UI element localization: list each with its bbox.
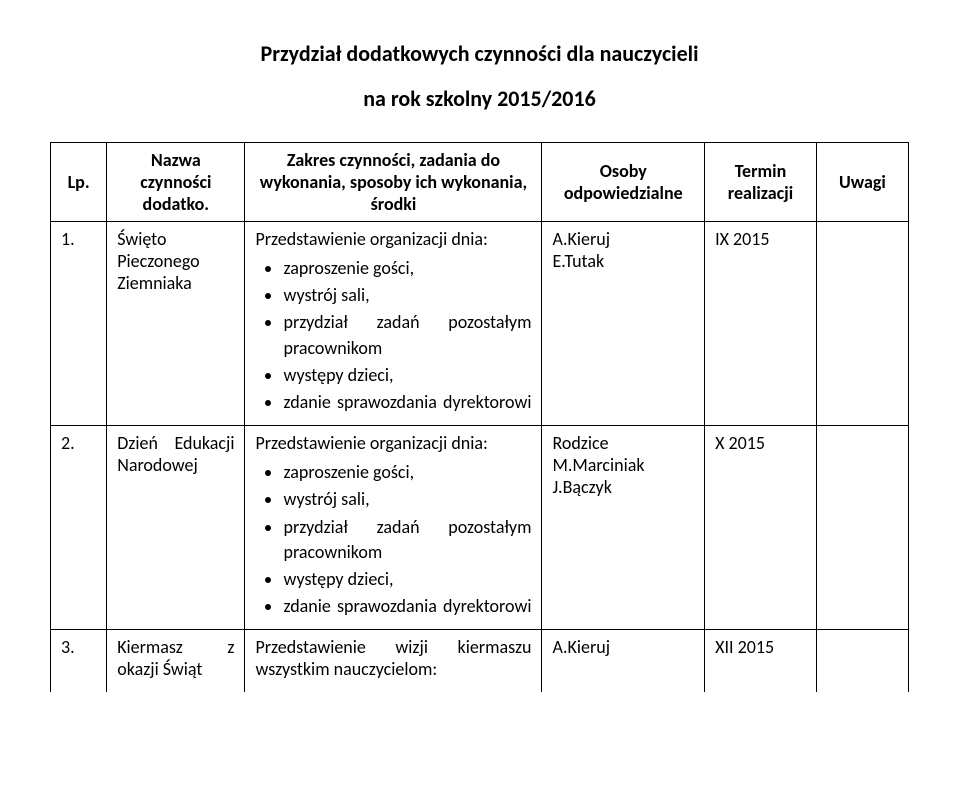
cell-scope: Przedstawienie organizacji dnia: zaprosze… <box>245 222 542 426</box>
scope-bullet: zdanie sprawozdania dyrektorowi <box>283 594 531 619</box>
page-subtitle: na rok szkolny 2015/2016 <box>50 85 909 112</box>
scope-bullet: zdanie sprawozdania dyrektorowi <box>283 390 531 415</box>
cell-resp: A.KierujE.Tutak <box>542 222 705 426</box>
header-lp: Lp. <box>51 143 107 222</box>
resp-person: A.Kieruj <box>552 228 694 250</box>
table-row: 2.Dzień Edukacji NarodowejPrzedstawienie… <box>51 426 909 630</box>
scope-bullet: zaproszenie gości, <box>283 256 531 281</box>
cell-name: Święto Pieczonego Ziemniaka <box>107 222 245 426</box>
scope-bullet: występy dzieci, <box>283 363 531 388</box>
cell-notes <box>816 426 908 630</box>
cell-lp: 3. <box>51 630 107 693</box>
scope-bullet: przydział zadań pozostałym pracownikom <box>283 310 531 360</box>
cell-name: Dzień Edukacji Narodowej <box>107 426 245 630</box>
scope-intro: Przedstawienie wizji kiermaszu wszystkim… <box>255 636 531 680</box>
resp-person: E.Tutak <box>552 250 694 272</box>
cell-scope: Przedstawienie wizji kiermaszu wszystkim… <box>245 630 542 693</box>
resp-person: A.Kieruj <box>552 636 694 658</box>
cell-resp: A.Kieruj <box>542 630 705 693</box>
cell-lp: 2. <box>51 426 107 630</box>
header-resp: Osoby odpowiedzialne <box>542 143 705 222</box>
scope-bullet: wystrój sali, <box>283 487 531 512</box>
scope-bullets: zaproszenie gości,wystrój sali, przydział… <box>255 460 531 619</box>
cell-resp: RodziceM.MarciniakJ.Bączyk <box>542 426 705 630</box>
header-name: Nazwa czynności dodatko. <box>107 143 245 222</box>
cell-notes <box>816 630 908 693</box>
cell-scope: Przedstawienie organizacji dnia: zaprosze… <box>245 426 542 630</box>
cell-name: Kiermasz z okazji Świąt <box>107 630 245 693</box>
cell-term: XII 2015 <box>705 630 817 693</box>
resp-person: J.Bączyk <box>552 476 694 498</box>
cell-notes <box>816 222 908 426</box>
cell-term: IX 2015 <box>705 222 817 426</box>
scope-bullets: zaproszenie gości,wystrój sali,przydział… <box>255 256 531 415</box>
header-notes: Uwagi <box>816 143 908 222</box>
resp-person: M.Marciniak <box>552 454 694 476</box>
activities-table: Lp. Nazwa czynności dodatko. Zakres czyn… <box>50 142 909 692</box>
resp-person: Rodzice <box>552 432 694 454</box>
page-title: Przydział dodatkowych czynności dla nauc… <box>50 40 909 67</box>
scope-bullet: występy dzieci, <box>283 567 531 592</box>
table-header-row: Lp. Nazwa czynności dodatko. Zakres czyn… <box>51 143 909 222</box>
scope-bullet: zaproszenie gości, <box>283 460 531 485</box>
scope-bullet: przydział zadań pozostałym pracownikom <box>283 515 531 565</box>
cell-term: X 2015 <box>705 426 817 630</box>
header-scope: Zakres czynności, zadania do wykonania, … <box>245 143 542 222</box>
scope-bullet: wystrój sali, <box>283 283 531 308</box>
scope-intro: Przedstawienie organizacji dnia: <box>255 228 531 250</box>
table-body: 1.Święto Pieczonego ZiemniakaPrzedstawie… <box>51 222 909 693</box>
table-row: 1.Święto Pieczonego ZiemniakaPrzedstawie… <box>51 222 909 426</box>
cell-lp: 1. <box>51 222 107 426</box>
table-row: 3.Kiermasz z okazji ŚwiątPrzedstawienie … <box>51 630 909 693</box>
header-term: Termin realizacji <box>705 143 817 222</box>
scope-intro: Przedstawienie organizacji dnia: <box>255 432 531 454</box>
